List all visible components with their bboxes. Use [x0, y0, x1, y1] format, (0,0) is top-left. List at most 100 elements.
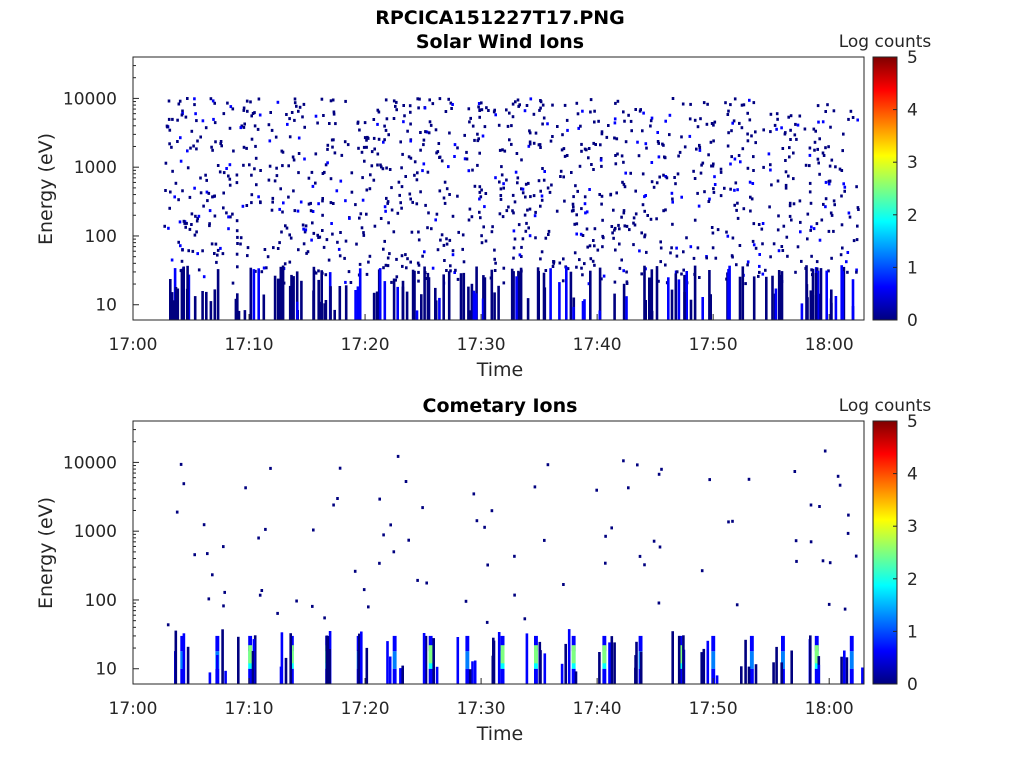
- heatmap-cell: [775, 127, 778, 131]
- heatmap-cell: [749, 651, 754, 669]
- heatmap-cell: [744, 639, 747, 684]
- heatmap-cell: [571, 202, 575, 206]
- heatmap-cell: [242, 106, 246, 110]
- heatmap-cell: [183, 221, 186, 225]
- heatmap-cell: [471, 661, 474, 684]
- heatmap-cell: [547, 233, 550, 236]
- heatmap-cell: [625, 296, 628, 320]
- heatmap-cell: [518, 271, 522, 320]
- heatmap-cell: [536, 267, 540, 320]
- heatmap-cell: [583, 299, 586, 320]
- heatmap-cell: [601, 234, 604, 238]
- heatmap-cell: [454, 268, 457, 272]
- heatmap-cell: [415, 310, 419, 320]
- heatmap-cell: [627, 486, 630, 490]
- heatmap-cell: [246, 246, 250, 250]
- heatmap-cell: [428, 645, 433, 664]
- heatmap-cell: [227, 174, 230, 178]
- heatmap-cell: [193, 553, 196, 557]
- heatmap-cell: [758, 253, 761, 256]
- heatmap-cell: [511, 193, 515, 197]
- heatmap-cell: [401, 264, 404, 268]
- heatmap-cell: [443, 259, 446, 262]
- heatmap-cell: [670, 289, 674, 320]
- heatmap-cell: [373, 224, 377, 228]
- x-axis-label-solar-wind: Time: [476, 359, 524, 381]
- heatmap-cell: [199, 191, 203, 195]
- heatmap-cell: [815, 260, 819, 264]
- heatmap-cell: [221, 252, 225, 256]
- heatmap-cell: [581, 301, 585, 320]
- heatmap-cell: [580, 207, 583, 211]
- heatmap-cell: [808, 181, 812, 185]
- heatmap-cell: [372, 136, 376, 140]
- heatmap-cell: [780, 662, 783, 684]
- heatmap-cell: [195, 230, 198, 234]
- heatmap-cell: [392, 117, 396, 120]
- heatmap-cell: [597, 119, 600, 123]
- heatmap-cell: [312, 290, 315, 320]
- heatmap-cell: [365, 212, 368, 216]
- heatmap-cell: [816, 104, 820, 108]
- heatmap-cell: [613, 280, 617, 284]
- heatmap-cell: [627, 113, 630, 117]
- heatmap-cell: [702, 101, 706, 105]
- heatmap-cell: [800, 303, 804, 320]
- heatmap-cell: [794, 539, 798, 543]
- x-tick-label: 17:40: [573, 699, 622, 719]
- heatmap-cell: [216, 248, 220, 252]
- heatmap-cell: [481, 298, 485, 320]
- heatmap-cell: [510, 124, 513, 128]
- heatmap-cell: [843, 607, 847, 611]
- heatmap-cell: [662, 173, 665, 177]
- heatmap-cell: [297, 136, 301, 140]
- heatmap-cell: [410, 230, 414, 234]
- heatmap-cell: [461, 247, 464, 251]
- heatmap-cell: [274, 135, 278, 139]
- heatmap-cell: [373, 147, 376, 151]
- heatmap-cell: [683, 292, 686, 320]
- heatmap-cell: [534, 635, 538, 652]
- heatmap-cell: [235, 173, 239, 177]
- heatmap-cell: [424, 130, 427, 134]
- heatmap-cell: [423, 250, 426, 254]
- heatmap-cell: [700, 163, 703, 167]
- heatmap-cell: [633, 223, 637, 227]
- heatmap-cell: [608, 642, 611, 684]
- heatmap-cell: [693, 218, 697, 222]
- heatmap-cell: [295, 271, 299, 320]
- heatmap-cell: [326, 143, 330, 147]
- heatmap-cell: [191, 249, 195, 253]
- heatmap-cell: [594, 143, 597, 146]
- heatmap-cell: [724, 101, 727, 105]
- heatmap-cell: [281, 265, 285, 320]
- heatmap-cell: [706, 102, 709, 106]
- heatmap-cell: [505, 178, 508, 182]
- heatmap-cell: [196, 217, 199, 220]
- heatmap-cell: [296, 301, 299, 320]
- heatmap-cell: [573, 222, 576, 226]
- heatmap-cell: [181, 109, 184, 113]
- heatmap-cell: [395, 275, 399, 279]
- heatmap-cell: [180, 635, 185, 652]
- heatmap-cell: [677, 635, 681, 684]
- heatmap-cell: [163, 224, 166, 228]
- y-tick-label: 10000: [63, 89, 117, 109]
- heatmap-cell: [297, 248, 300, 252]
- heatmap-cell: [707, 200, 711, 203]
- heatmap-cell: [429, 123, 433, 127]
- heatmap-cell: [648, 277, 651, 320]
- heatmap-cell: [725, 230, 728, 234]
- heatmap-cell: [840, 656, 843, 684]
- heatmap-cell: [383, 205, 387, 209]
- heatmap-cell: [641, 129, 644, 133]
- heatmap-cell: [814, 295, 818, 320]
- heatmap-cell: [563, 154, 567, 158]
- heatmap-cell: [167, 226, 170, 230]
- heatmap-cell: [404, 253, 407, 257]
- heatmap-cell: [839, 253, 843, 257]
- heatmap-cell: [395, 100, 398, 104]
- heatmap-cell: [809, 540, 813, 544]
- heatmap-cell: [291, 155, 295, 159]
- colorbar-tick-label: 3: [907, 517, 918, 537]
